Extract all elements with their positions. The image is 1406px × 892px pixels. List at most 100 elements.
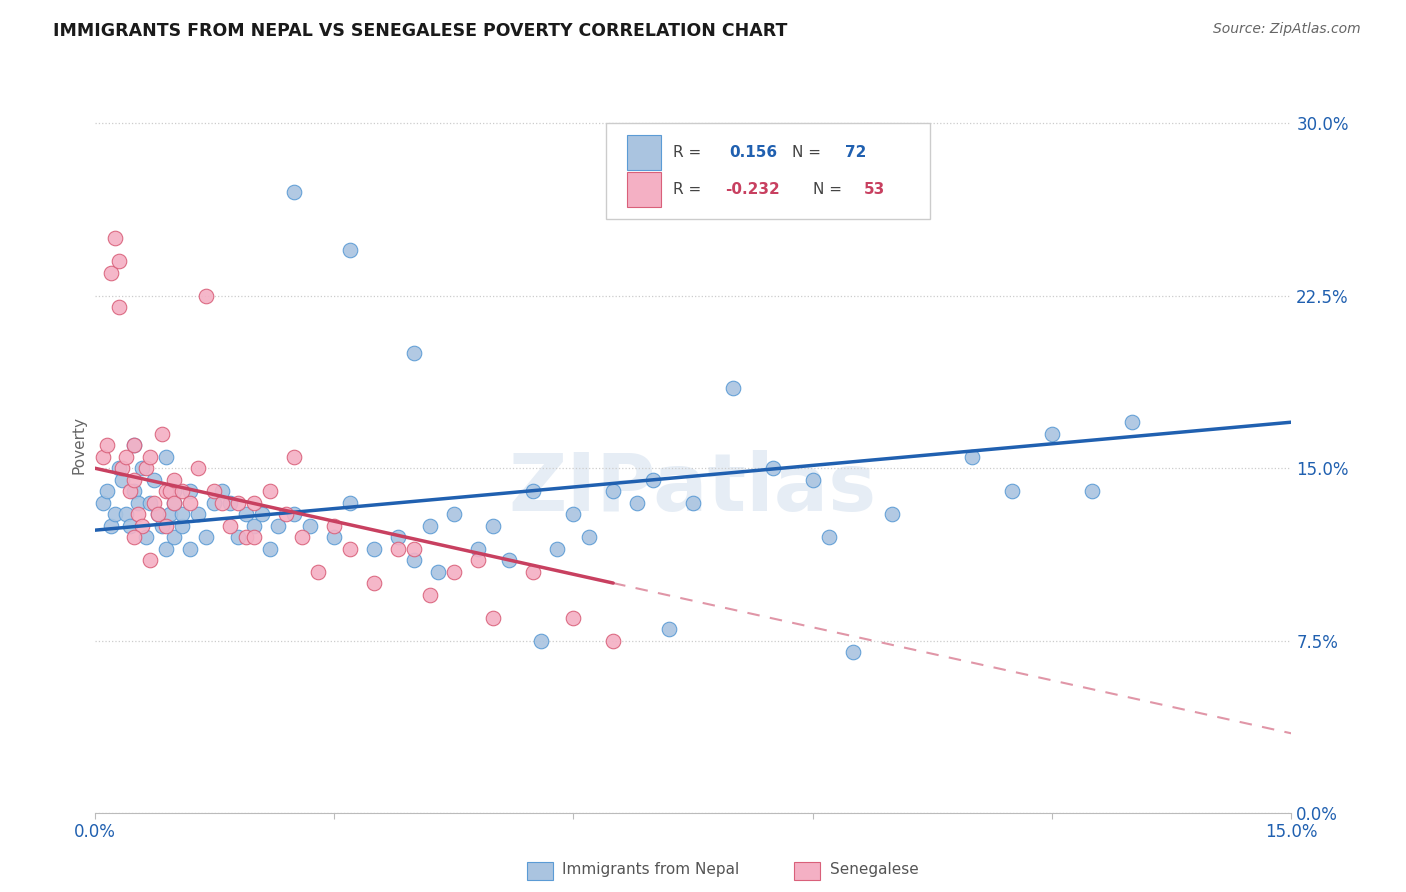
Point: [103, 507, 125, 521]
Point: [960, 450, 983, 464]
Point: [150, 518, 173, 533]
Text: IMMIGRANTS FROM NEPAL VS SENEGALESE POVERTY CORRELATION CHART: IMMIGRANTS FROM NEPAL VS SENEGALESE POVE…: [53, 22, 787, 40]
Text: ZIPatlas: ZIPatlas: [509, 450, 877, 528]
Point: [602, 633, 624, 648]
Point: [139, 495, 162, 509]
Point: [267, 518, 290, 533]
Point: [841, 645, 863, 659]
Text: N =: N =: [793, 145, 827, 160]
Point: [127, 507, 149, 521]
Point: [1081, 484, 1104, 499]
Point: [339, 541, 361, 556]
Point: [111, 473, 134, 487]
Point: [163, 495, 186, 509]
Point: [530, 633, 553, 648]
Point: [226, 495, 249, 509]
Point: [111, 461, 134, 475]
Point: [259, 484, 281, 499]
Point: [187, 461, 209, 475]
Point: [195, 289, 218, 303]
Point: [150, 426, 173, 441]
Text: 72: 72: [845, 145, 866, 160]
Point: [762, 461, 785, 475]
Point: [91, 495, 114, 509]
Point: [120, 484, 142, 499]
Point: [143, 495, 166, 509]
FancyBboxPatch shape: [606, 123, 929, 219]
Point: [211, 484, 233, 499]
Point: [235, 507, 257, 521]
Point: [562, 507, 585, 521]
Point: [283, 186, 305, 200]
Point: [172, 484, 194, 499]
Text: Source: ZipAtlas.com: Source: ZipAtlas.com: [1213, 22, 1361, 37]
Point: [562, 610, 585, 624]
Point: [103, 231, 125, 245]
Point: [96, 484, 118, 499]
Point: [155, 541, 177, 556]
Point: [163, 484, 186, 499]
Point: [402, 346, 425, 360]
Point: [115, 507, 138, 521]
Point: [179, 541, 201, 556]
Point: [419, 518, 441, 533]
Point: [107, 300, 129, 314]
Point: [402, 541, 425, 556]
Point: [602, 484, 624, 499]
Point: [323, 518, 346, 533]
Point: [124, 438, 146, 452]
Point: [522, 484, 544, 499]
Point: [721, 381, 744, 395]
Point: [467, 553, 489, 567]
Point: [100, 518, 122, 533]
Point: [100, 266, 122, 280]
Point: [283, 507, 305, 521]
Point: [298, 518, 321, 533]
Bar: [627, 135, 661, 170]
Point: [339, 495, 361, 509]
Point: [578, 530, 600, 544]
Point: [124, 530, 146, 544]
Text: N =: N =: [813, 182, 846, 197]
Point: [91, 450, 114, 464]
Point: [243, 518, 266, 533]
Point: [522, 565, 544, 579]
Point: [115, 450, 138, 464]
Point: [402, 553, 425, 567]
Point: [243, 530, 266, 544]
Point: [163, 495, 186, 509]
Point: [546, 541, 568, 556]
Point: [443, 565, 465, 579]
Point: [426, 565, 449, 579]
Point: [135, 461, 157, 475]
Point: [626, 495, 648, 509]
Point: [124, 484, 146, 499]
Point: [148, 507, 170, 521]
Point: [419, 588, 441, 602]
Point: [443, 507, 465, 521]
Bar: [627, 171, 661, 207]
Text: R =: R =: [672, 145, 710, 160]
Text: 53: 53: [865, 182, 886, 197]
Point: [202, 495, 225, 509]
Y-axis label: Poverty: Poverty: [72, 417, 86, 475]
Point: [1001, 484, 1024, 499]
Point: [1040, 426, 1063, 441]
Text: 0.156: 0.156: [728, 145, 778, 160]
Point: [482, 518, 505, 533]
Point: [211, 495, 233, 509]
Point: [131, 461, 153, 475]
Point: [127, 495, 149, 509]
Point: [259, 541, 281, 556]
Point: [159, 507, 181, 521]
Point: [307, 565, 329, 579]
Point: [143, 473, 166, 487]
Point: [148, 507, 170, 521]
Point: [120, 518, 142, 533]
Point: [291, 530, 314, 544]
Point: [107, 461, 129, 475]
Text: -0.232: -0.232: [725, 182, 780, 197]
Point: [219, 495, 242, 509]
Point: [195, 530, 218, 544]
Point: [202, 484, 225, 499]
